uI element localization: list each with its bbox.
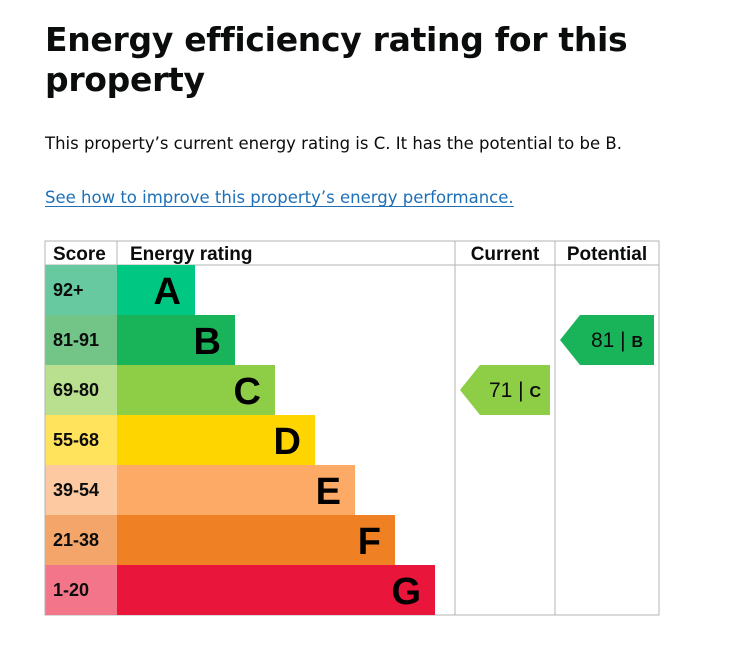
header-score: Score — [53, 244, 106, 265]
rating-bar-b — [117, 315, 235, 365]
rating-summary: This property’s current energy rating is… — [45, 134, 622, 153]
score-label-c: 69-80 — [53, 380, 99, 400]
rating-letter-e: E — [316, 471, 341, 513]
score-cell-f — [45, 515, 117, 565]
rating-bar-a — [117, 265, 195, 315]
rating-letter-f: F — [358, 521, 381, 563]
potential-rating-label: 81 | B — [591, 329, 643, 352]
score-cell-e — [45, 465, 117, 515]
rating-bar-c — [117, 365, 275, 415]
score-cell-g — [45, 565, 117, 615]
score-label-f: 21-38 — [53, 530, 99, 550]
rating-bar-f — [117, 515, 395, 565]
rating-letter-b: B — [194, 321, 221, 363]
rating-bar-d — [117, 415, 315, 465]
header-current: Current — [471, 244, 540, 265]
score-cell-d — [45, 415, 117, 465]
score-label-d: 55-68 — [53, 430, 99, 450]
score-label-a: 92+ — [53, 280, 84, 300]
rating-letter-c: C — [234, 371, 261, 413]
current-arrow — [460, 365, 550, 415]
header-potential: Potential — [567, 244, 647, 265]
score-label-e: 39-54 — [53, 480, 99, 500]
score-cell-b — [45, 315, 117, 365]
potential-arrow — [560, 315, 654, 365]
score-cell-a — [45, 265, 117, 315]
score-label-b: 81-91 — [53, 330, 99, 350]
score-cell-c — [45, 365, 117, 415]
header-energy-rating: Energy rating — [130, 244, 252, 265]
rating-letter-a: A — [154, 271, 181, 313]
rating-letter-d: D — [274, 421, 301, 463]
current-rating-label: 71 | C — [489, 379, 541, 402]
rating-bar-g — [117, 565, 435, 615]
improve-performance-link[interactable]: See how to improve this property’s energ… — [45, 188, 514, 207]
rating-letter-g: G — [391, 571, 421, 613]
score-label-g: 1-20 — [53, 580, 89, 600]
page-title: Energy efficiency rating for this proper… — [45, 20, 628, 99]
rating-bar-e — [117, 465, 355, 515]
